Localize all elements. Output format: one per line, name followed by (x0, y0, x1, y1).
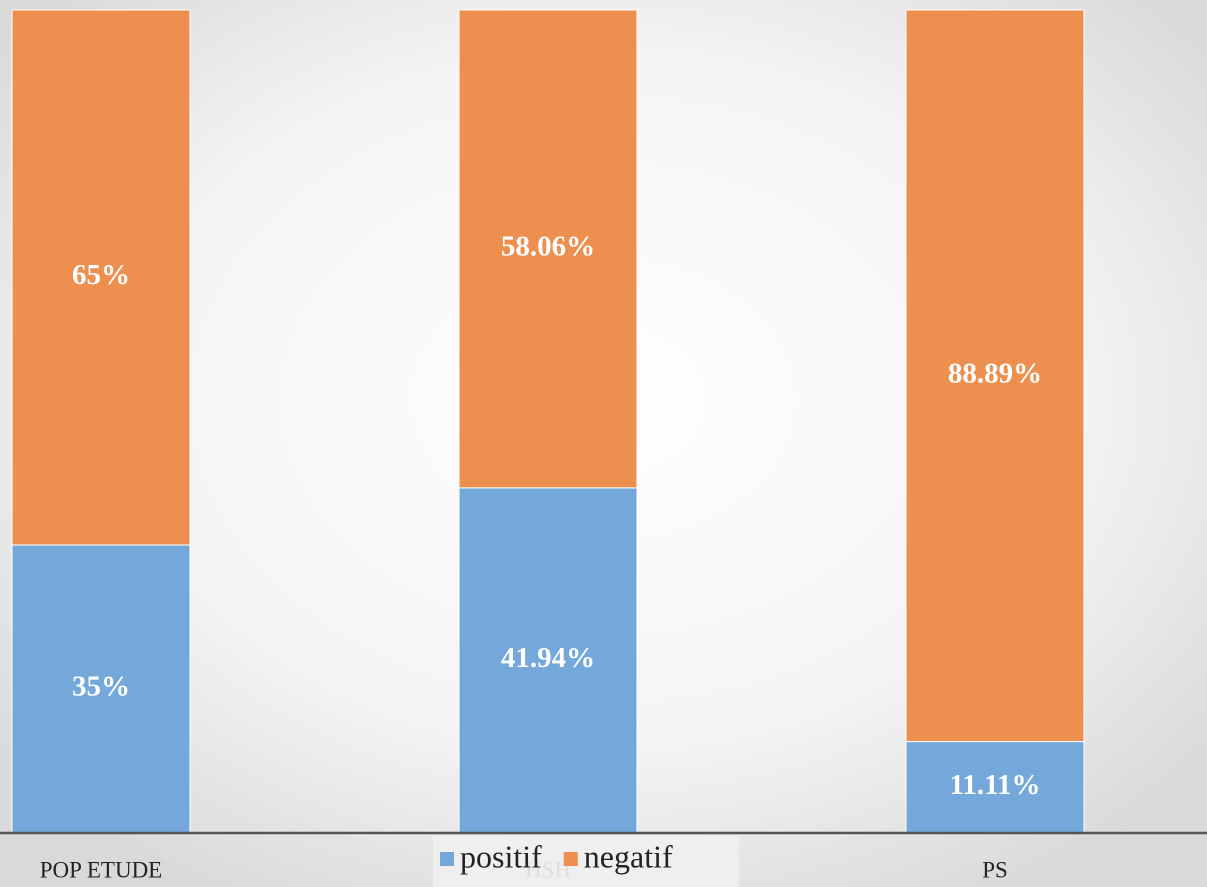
data-label: 65% (72, 259, 130, 291)
x-tick-label: PS (982, 857, 1008, 882)
bar-segment (458, 9, 638, 489)
x-tick-label: POP ETUDE (40, 857, 162, 882)
data-label: 35% (72, 671, 130, 703)
bar-segment (905, 9, 1085, 743)
bar-segment (905, 741, 1085, 834)
data-label: 88.89% (948, 357, 1042, 389)
data-label: 58.06% (501, 231, 595, 263)
data-label: 11.11% (949, 769, 1040, 801)
legend-box (433, 836, 739, 887)
bar-segment (11, 9, 191, 546)
bar-segment (458, 487, 638, 834)
legend-swatch (440, 852, 454, 866)
bar-segment (11, 544, 191, 834)
legend-swatch (563, 852, 578, 866)
data-label: 41.94% (501, 642, 595, 674)
legend-label: negatif (584, 838, 673, 874)
legend-label: positif (460, 838, 542, 874)
